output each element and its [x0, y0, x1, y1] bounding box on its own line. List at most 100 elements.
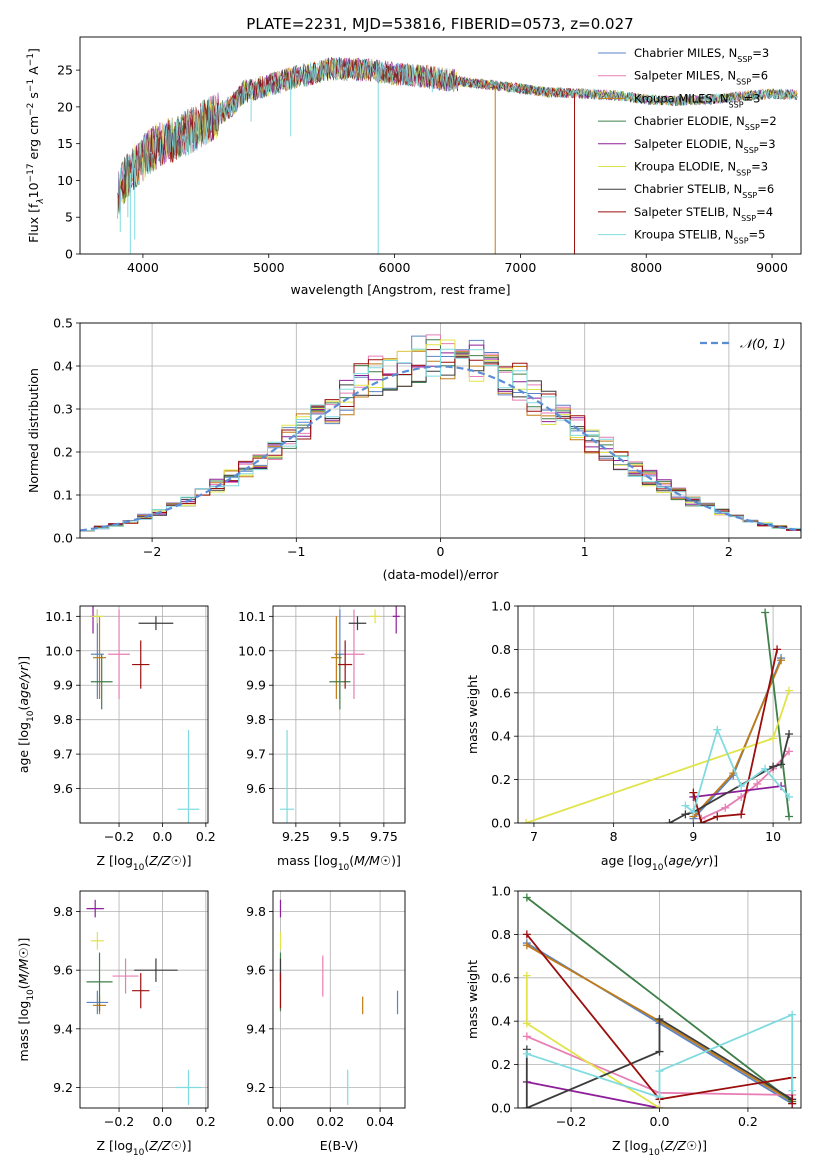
label-part: A: [26, 66, 41, 79]
label-part: )]: [182, 853, 192, 868]
x-tick-label: 7000: [504, 260, 536, 275]
axes-frame: [517, 890, 802, 1109]
weight-marker-chabrier-stelib: [665, 819, 674, 823]
label-part: 10: [133, 863, 145, 873]
y-axis-label: mass weight: [465, 675, 480, 754]
label-part: Z/Z☉: [148, 1138, 182, 1153]
weight-marker-kroupa-stelib: [655, 1067, 664, 1076]
legend-text: Kroupa MILES, N: [634, 91, 729, 105]
weight-line-salpeter-elodie: [693, 785, 782, 798]
weight-marker-kroupa-stelib: [681, 801, 690, 810]
label-part: )]: [182, 1138, 192, 1153]
axes-frame: [517, 605, 802, 824]
weight-marker-salpeter-stelib: [788, 1099, 797, 1108]
x-tick-label: 0.00: [267, 1114, 295, 1129]
label-part: λ: [36, 198, 46, 204]
weight-marker-salpeter-miles: [721, 803, 730, 812]
weight-marker-chabrier-elodie: [785, 812, 794, 821]
weight-marker-kroupa-elodie: [522, 1019, 531, 1028]
label-part: )]: [16, 938, 31, 948]
label-part: 10: [26, 710, 36, 722]
y-tick-label: 0.4: [491, 1014, 511, 1029]
spectrum-line-kroupa-stelib: [118, 57, 798, 215]
x-axis-label: age [log10(age/yr)]: [601, 853, 718, 873]
weight-marker-salpeter-miles: [737, 792, 746, 801]
legend-tail: =2: [760, 114, 777, 128]
plot-area: [522, 893, 797, 1108]
legend-text: Salpeter STELIB, N: [634, 205, 741, 219]
weight-marker-kroupa-stelib: [785, 792, 794, 801]
label-part: Z [log: [96, 853, 132, 868]
mass-vs-Z-panel: −0.2 0.0 0.29.29.49.69.8Z [log10(Z/Z☉)]mas…: [16, 890, 216, 1158]
weight-marker-kroupa-elodie: [769, 734, 778, 743]
x-tick-label: −0.2: [556, 1114, 586, 1129]
y-tick-label: 9.4: [53, 1021, 73, 1036]
legend-sub: SSP: [737, 55, 752, 64]
mass-weight-vs-Z-panel: −0.2 0.0 0.2 0.0 0.2 0.4 0.6 0.8 1.0 Z [log10(Z/Z…: [465, 884, 802, 1158]
y-tick-label: 10.0: [45, 643, 73, 658]
weight-line-chabrier-elodie: [526, 896, 793, 1103]
label-part: mass [log: [277, 853, 338, 868]
x-tick-label: 0.0: [650, 1114, 670, 1129]
weight-marker-salpeter-stelib: [713, 812, 722, 821]
label-part: 10: [26, 989, 36, 1001]
y-tick-label: 9.7: [246, 747, 266, 762]
weight-marker-kroupa-elodie: [521, 819, 530, 823]
legend-text: Salpeter ELODIE, N: [634, 137, 744, 151]
y-tick-label: 0.4: [491, 729, 511, 744]
label-part: Z [log: [96, 1138, 132, 1153]
weight-marker-kroupa-elodie: [522, 971, 531, 980]
weight-line-salpeter-miles: [701, 750, 790, 820]
weight-marker-kroupa-stelib: [788, 1086, 797, 1095]
legend-tail: =3: [752, 46, 769, 60]
legend-text: Chabrier MILES, N: [634, 46, 737, 60]
axes-frame: [272, 890, 406, 1109]
x-tick-label: 0.0: [152, 1114, 172, 1129]
label-part: 10: [133, 1148, 145, 1158]
x-tick-label: 0.2: [196, 1114, 216, 1129]
x-axis-label: mass [log10(M/M☉)]: [277, 853, 401, 873]
y-tick-label: 9.6: [53, 963, 73, 978]
label-part: )]: [391, 853, 401, 868]
label-part: 10: [338, 863, 350, 873]
legend-label-chabrier-elodie: Chabrier ELODIE, NSSP=2: [634, 114, 777, 132]
plot-area: [117, 56, 798, 254]
x-tick-label: 0.04: [366, 1114, 394, 1129]
x-tick-label: 1: [581, 544, 589, 559]
label-part: mass [log: [16, 1001, 31, 1062]
legend-text: Kroupa ELODIE, N: [634, 160, 736, 174]
label-part: 10: [652, 863, 664, 873]
weight-marker-chabrier-elodie: [522, 893, 531, 902]
legend-label-kroupa-stelib: Kroupa STELIB, NSSP=5: [634, 228, 765, 246]
x-tick-label: −2: [143, 544, 161, 559]
weight-marker-salpeter-stelib: [522, 930, 531, 939]
legend-label-normal: 𝒩(0, 1): [740, 336, 786, 351]
label-part: Flux [f: [26, 203, 41, 243]
y-tick-label: 9.9: [53, 678, 73, 693]
weight-marker-chabrier-stelib: [655, 1047, 664, 1056]
y-tick-label: 0.8: [491, 927, 511, 942]
plot-area: [80, 334, 801, 532]
label-part: )]: [708, 853, 718, 868]
weight-line-kroupa-elodie: [525, 975, 660, 1108]
label-part: age/yr: [668, 853, 709, 868]
legend-tail: =6: [751, 69, 768, 83]
label-part: s: [26, 92, 41, 103]
label-part: (: [16, 984, 31, 989]
weight-marker-chabrier-stelib: [522, 1104, 531, 1108]
label-part: 10: [648, 1148, 660, 1158]
weight-marker-chabrier-stelib: [769, 762, 778, 771]
label-part: age [log: [16, 722, 31, 773]
label-part: erg cm: [26, 116, 41, 164]
y-tick-label: 9.6: [246, 963, 266, 978]
weight-marker-salpeter-stelib: [773, 645, 782, 654]
legend-tail: =4: [756, 205, 773, 219]
plot-area: [90, 606, 200, 823]
x-tick-label: −1: [287, 544, 305, 559]
label-part: E(B-V): [320, 1138, 359, 1153]
x-axis-label: E(B-V): [320, 1138, 359, 1153]
weight-line-chabrier-stelib: [669, 733, 790, 823]
legend-sub: SSP: [745, 123, 760, 132]
weight-marker-chabrier-stelib: [681, 810, 690, 819]
